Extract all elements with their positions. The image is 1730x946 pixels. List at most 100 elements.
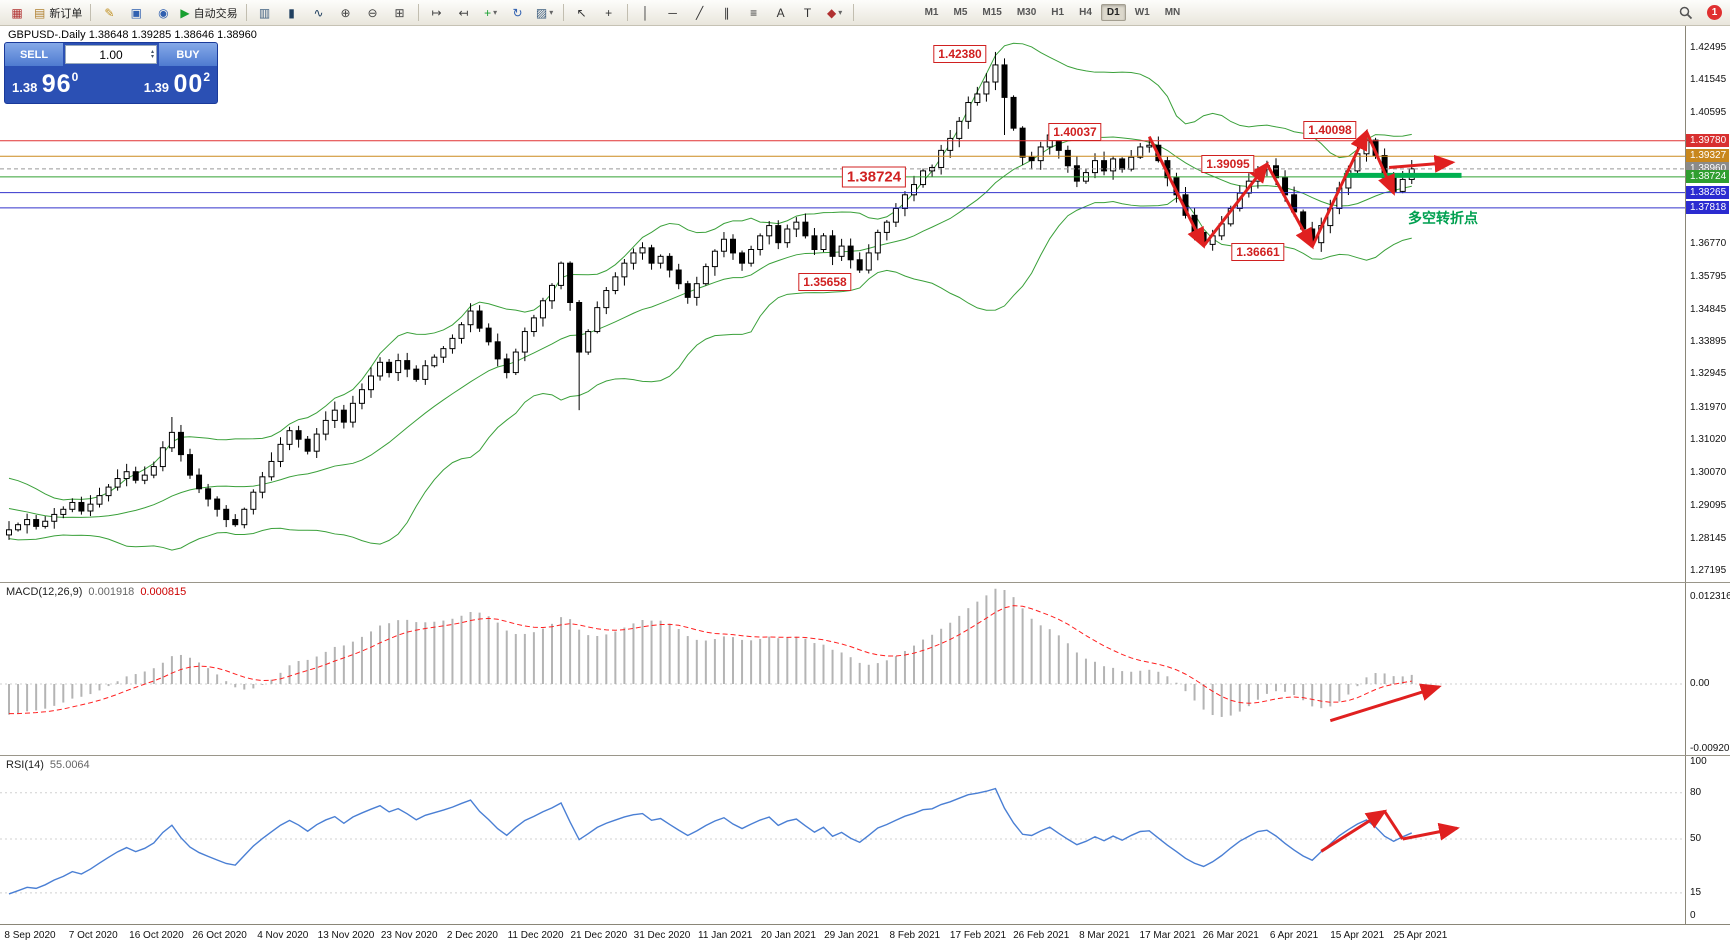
- profiles-icon[interactable]: ↻: [505, 2, 531, 24]
- period-button-d1[interactable]: D1: [1100, 4, 1126, 21]
- trendline-icon[interactable]: ╱: [687, 2, 713, 24]
- new-order-button-label: 新订单: [49, 7, 83, 20]
- time-axis-label: 20 Jan 2021: [760, 930, 816, 941]
- search-button[interactable]: [1673, 2, 1699, 24]
- new-order-button[interactable]: ▤ 新订单: [31, 2, 85, 24]
- trend-arrow[interactable]: [1265, 163, 1314, 250]
- terminal-icon[interactable]: ▣: [123, 2, 149, 24]
- tile-windows-icon[interactable]: ⊞: [387, 2, 413, 24]
- period-button-m15[interactable]: M15: [982, 7, 1002, 18]
- candle-body: [820, 235, 827, 251]
- crosshair-icon[interactable]: +: [596, 2, 622, 24]
- period-button-h1[interactable]: H1: [1051, 7, 1065, 18]
- candle-body: [612, 276, 619, 292]
- candle-body: [567, 262, 574, 303]
- price-axis-label: 1.31020: [1690, 434, 1727, 446]
- trade-panel-prices: 1.38 960 1.39 002: [5, 66, 217, 103]
- rsi-panel: 100 80 50 15 0 RSI(14) 55.0064: [0, 755, 1730, 924]
- notification-badge[interactable]: 1: [1707, 5, 1722, 20]
- candle-body: [51, 513, 58, 522]
- trend-arrow[interactable]: [1310, 128, 1368, 248]
- auto-scroll-icon[interactable]: ↦: [424, 2, 450, 24]
- candle-body: [250, 491, 257, 510]
- candlestick-chart-icon[interactable]: ▮: [279, 2, 305, 24]
- trend-arrow[interactable]: [1365, 130, 1396, 196]
- text-icon[interactable]: A: [768, 2, 794, 24]
- channel-icon[interactable]: ∥: [714, 2, 740, 24]
- templates-icon[interactable]: ▨ ▾: [532, 2, 558, 24]
- timeframe-buttons-group: M1 M5 M15 M30 H1 H4 D1 W1 MN: [918, 4, 1188, 21]
- sell-button[interactable]: SELL: [5, 43, 63, 66]
- time-axis-label: 17 Feb 2021: [949, 930, 1007, 941]
- price-annotation[interactable]: 1.42380: [933, 45, 987, 63]
- bar-chart-icon[interactable]: ▥: [252, 2, 278, 24]
- horizontal-line-icon[interactable]: ─: [660, 2, 686, 24]
- candle-body: [6, 529, 12, 536]
- time-axis-label: 25 Apr 2021: [1393, 930, 1448, 941]
- time-axis-label: 6 Apr 2021: [1269, 930, 1319, 941]
- cursor-icon[interactable]: ↖: [569, 2, 595, 24]
- period-button-h4[interactable]: H4: [1079, 7, 1092, 18]
- candle-body: [304, 438, 311, 452]
- arrows-icon[interactable]: ◆ ▾: [822, 2, 848, 24]
- period-button-m30[interactable]: M30: [1016, 7, 1037, 18]
- period-button-m5[interactable]: M5: [953, 7, 968, 18]
- candle-body: [331, 409, 338, 421]
- volume-spinner[interactable]: ▴ ▾: [151, 46, 154, 63]
- period-button-w1[interactable]: W1: [1134, 7, 1150, 18]
- line-chart-icon[interactable]: ∿: [306, 2, 332, 24]
- candle-body: [232, 519, 239, 526]
- macd-axis-label: 0.012316: [1690, 591, 1730, 602]
- rsi-trend-arrow[interactable]: [1402, 822, 1460, 841]
- price-annotation[interactable]: 1.39095: [1201, 155, 1255, 173]
- metaeditor-icon[interactable]: ✎: [96, 2, 122, 24]
- chart-shift-icon[interactable]: ↤: [451, 2, 477, 24]
- new-chart-icon[interactable]: + ▾: [478, 2, 504, 24]
- period-button-m1[interactable]: M1: [924, 7, 939, 18]
- price-annotation[interactable]: 1.35658: [798, 273, 852, 291]
- volume-value: 1.00: [99, 47, 123, 62]
- candle-body: [766, 225, 773, 237]
- rsi-axis-label: 0: [1690, 910, 1696, 921]
- time-axis-label: 26 Mar 2021: [1202, 930, 1259, 941]
- bar-chart-icon: ▥: [258, 5, 271, 20]
- zoom-out-icon[interactable]: ⊖: [360, 2, 386, 24]
- chart-window-icon[interactable]: ▦: [4, 2, 30, 24]
- chart-window-icon: ▦: [11, 5, 23, 20]
- trend-arrow[interactable]: [1202, 161, 1269, 248]
- trend-arrow[interactable]: [1389, 154, 1456, 173]
- autotrading-button[interactable]: ▶ 自动交易: [177, 2, 240, 24]
- macd-trend-arrow[interactable]: [1329, 683, 1442, 723]
- price-annotation[interactable]: 1.40098: [1303, 121, 1357, 139]
- period-button-mn[interactable]: MN: [1164, 7, 1181, 18]
- price-axis-label: 1.33895: [1690, 335, 1727, 347]
- price-annotation[interactable]: 1.36661: [1231, 243, 1285, 261]
- price-axis-label: 1.34845: [1690, 303, 1727, 315]
- rsi-trend-arrow[interactable]: [1320, 809, 1388, 853]
- zoom-in-icon[interactable]: ⊕: [333, 2, 359, 24]
- price-tag: 1.39327: [1686, 149, 1729, 163]
- help-icon[interactable]: ◉: [150, 2, 176, 24]
- one-click-trading-panel: SELL 1.00 ▴ ▾ BUY 1.38 960 1.39 002: [4, 42, 218, 104]
- candle-body: [920, 170, 927, 186]
- price-axis-label: 1.41545: [1690, 74, 1727, 86]
- price-tag: 1.38265: [1686, 185, 1729, 199]
- symbol-ohlc-label: GBPUSD-.Daily 1.38648 1.39285 1.38646 1.…: [8, 29, 257, 41]
- price-annotation[interactable]: 1.40037: [1048, 123, 1102, 141]
- turning-point-annotation[interactable]: 多空转折点: [1408, 210, 1478, 226]
- trendline-icon: ╱: [695, 5, 704, 20]
- price-annotation[interactable]: 1.38724: [841, 166, 907, 188]
- rsi-value: 55.0064: [49, 759, 90, 771]
- trend-arrow[interactable]: [1147, 136, 1205, 249]
- label-icon[interactable]: T: [795, 2, 821, 24]
- candle-body: [187, 454, 193, 476]
- vertical-line-icon[interactable]: │: [633, 2, 659, 24]
- fibonacci-icon[interactable]: ≡: [741, 2, 767, 24]
- candle-body: [693, 283, 700, 298]
- candle-body: [313, 433, 320, 452]
- buy-button[interactable]: BUY: [159, 43, 217, 66]
- buy-price: 1.39 002: [144, 70, 210, 99]
- autotrading-button-label: 自动交易: [193, 7, 238, 20]
- rsi-trend-arrow[interactable]: [1383, 810, 1404, 840]
- volume-input[interactable]: 1.00 ▴ ▾: [65, 45, 157, 64]
